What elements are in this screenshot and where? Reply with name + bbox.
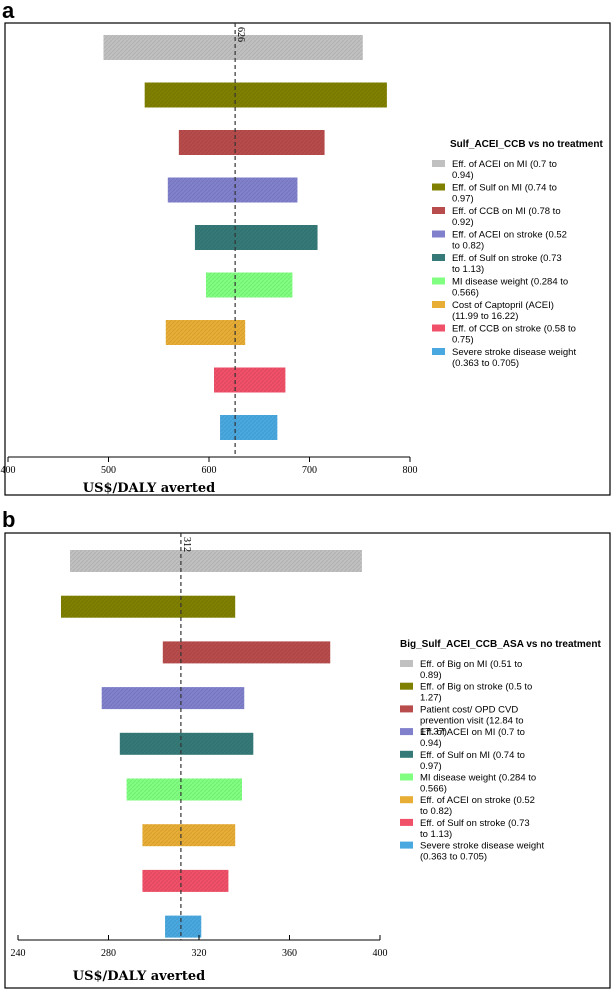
- bar-texture: [144, 82, 387, 108]
- legend-swatch: [400, 773, 413, 781]
- legend-swatch: [432, 301, 445, 308]
- bar-texture: [126, 778, 242, 801]
- x-tick-label: 280: [101, 948, 116, 959]
- panel-letter: b: [2, 507, 15, 532]
- legend-label: Eff. of ACEI on MI (0.7 to 0.94): [452, 159, 557, 181]
- panel-b: b 240 280 320 360 400 US$/DALY averted 312 Big_S…: [2, 507, 611, 989]
- legend-label: Eff. of Sulf on stroke (0.73 to 1.13): [420, 818, 530, 840]
- legend-label: MI disease weight (0.284 to 0.566): [452, 277, 568, 299]
- bar-texture: [101, 687, 245, 710]
- bar-texture: [178, 130, 325, 155]
- x-tick-label: 700: [302, 465, 317, 476]
- legend-label: Eff. of Sulf on MI (0.74 to 0.97): [452, 183, 557, 205]
- legend-title: Big_Sulf_ACEI_CCB_ASA vs no treatment: [400, 639, 601, 650]
- legend-swatch: [400, 750, 413, 758]
- legend-swatch: [400, 796, 413, 804]
- bar-texture: [220, 415, 278, 440]
- legend-swatch: [432, 160, 445, 167]
- legend-label: Severe stroke disease weight (0.363 to 0.…: [452, 347, 576, 369]
- legend-label: MI disease weight (0.284 to 0.566): [420, 773, 536, 795]
- x-tick-label: 500: [101, 465, 116, 476]
- bar-texture: [103, 35, 363, 60]
- legend-swatch: [432, 348, 445, 355]
- legend-label: Cost of Captopril (ACEI) (11.99 to 16.22): [452, 300, 554, 322]
- legend-swatch: [432, 254, 445, 261]
- legend-swatch: [432, 324, 445, 332]
- legend-swatch: [400, 841, 413, 849]
- legend-swatch: [432, 230, 445, 238]
- legend-label: Eff. of CCB on MI (0.78 to 0.92): [452, 206, 561, 228]
- legend-swatch: [432, 183, 445, 191]
- x-tick-label: 240: [11, 948, 26, 959]
- legend-swatch: [400, 705, 413, 713]
- panel-a: a 400 500 600 700 800 US$/DALY averted 626 Sulf_…: [1, 0, 611, 496]
- panel-letter: a: [2, 0, 15, 23]
- base-value-label: 626: [235, 27, 246, 42]
- legend-label: Eff. of Sulf on stroke (0.73 to 1.13): [452, 253, 562, 275]
- legend-swatch: [400, 728, 413, 736]
- legend-title: Sulf_ACEI_CCB vs no treatment: [450, 139, 603, 150]
- x-tick-label: 800: [403, 465, 418, 476]
- bar-texture: [162, 641, 331, 664]
- x-tick-label: 400: [373, 948, 388, 959]
- x-axis-label: US$/DALY averted: [83, 481, 215, 496]
- x-tick-label: 600: [202, 465, 217, 476]
- x-tick-label: 320: [192, 948, 207, 959]
- legend-label: Eff. of Big on stroke (0.5 to 1.27): [420, 682, 532, 704]
- legend-label: Eff. of Sulf on MI (0.74 to 0.97): [420, 750, 525, 772]
- x-tick-label: 360: [282, 948, 297, 959]
- legend-label: Eff. of ACEI on stroke (0.52 to 0.82): [420, 795, 535, 817]
- bar-texture: [142, 869, 229, 892]
- bar-texture: [214, 367, 286, 393]
- bar-texture: [60, 595, 236, 618]
- x-axis-label: US$/DALY averted: [73, 969, 205, 984]
- x-tick-label: 400: [1, 465, 16, 476]
- legend-label: Eff. of ACEI on MI (0.7 to 0.94): [420, 727, 525, 749]
- base-value-label: 312: [181, 537, 192, 552]
- bar-texture: [205, 272, 293, 298]
- bar-texture: [142, 824, 236, 847]
- legend-label: Eff. of ACEI on stroke (0.52 to 0.82): [452, 230, 567, 252]
- legend-swatch: [400, 682, 413, 690]
- panel-frame: [4, 532, 611, 989]
- legend-swatch: [400, 818, 413, 826]
- bar-texture: [165, 915, 202, 938]
- legend-swatch: [432, 207, 445, 214]
- legend-swatch: [400, 660, 413, 667]
- legend-label: Severe stroke disease weight (0.363 to 0.…: [420, 841, 544, 863]
- bar-texture: [167, 177, 298, 203]
- legend-label: Eff. of Big on MI (0.51 to 0.89): [420, 659, 522, 681]
- legend-swatch: [432, 277, 445, 285]
- bar-texture: [194, 225, 318, 250]
- legend-label: Patient cost/ OPD CVD prevention visit (1…: [420, 704, 524, 737]
- bar-texture: [119, 732, 254, 755]
- bar-texture: [70, 550, 362, 572]
- bar-texture: [165, 320, 246, 345]
- legend-label: Eff. of CCB on stroke (0.58 to 0.75): [452, 324, 576, 346]
- panel-frame: [4, 22, 611, 496]
